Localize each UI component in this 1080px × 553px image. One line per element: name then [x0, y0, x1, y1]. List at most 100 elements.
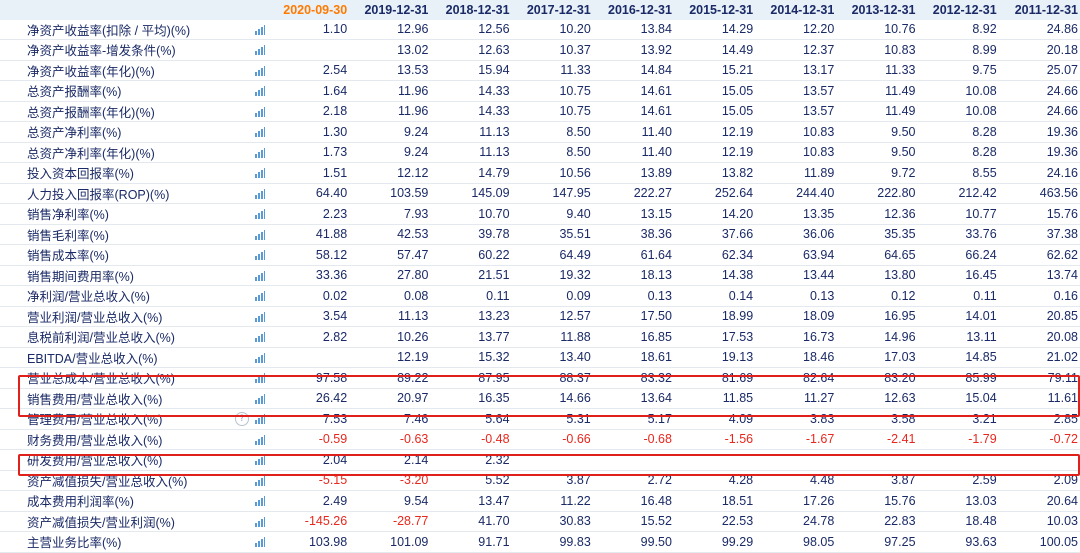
- bar-chart-icon[interactable]: [255, 475, 266, 486]
- row-label: 资产减值损失/营业利润(%): [0, 511, 199, 532]
- row-label: 总资产报酬率(年化)(%): [0, 101, 199, 122]
- value-cell: 13.23: [430, 306, 512, 327]
- bar-chart-icon[interactable]: [255, 291, 266, 302]
- value-cell: 0.09: [511, 285, 593, 307]
- column-header-2020-09-30[interactable]: 2020-09-30: [268, 0, 350, 20]
- column-header-2017-12-31[interactable]: 2017-12-31: [511, 0, 593, 20]
- value-cell: 11.61: [998, 388, 1080, 409]
- bar-chart-icon[interactable]: [255, 496, 266, 507]
- value-cell: -0.66: [511, 429, 593, 450]
- row-chart-cell[interactable]: [198, 531, 269, 553]
- row-label: 总资产净利率(年化)(%): [0, 142, 199, 163]
- column-header-2014-12-31[interactable]: 2014-12-31: [755, 0, 837, 20]
- row-chart-cell[interactable]: [198, 367, 269, 389]
- column-header-2013-12-31[interactable]: 2013-12-31: [836, 0, 918, 20]
- row-chart-cell[interactable]: [198, 39, 269, 61]
- value-cell: 10.83: [755, 142, 837, 163]
- row-chart-cell[interactable]: [198, 60, 269, 81]
- column-header-2011-12-31[interactable]: 2011-12-31: [998, 0, 1080, 20]
- value-cell: 12.20: [755, 19, 837, 40]
- row-chart-cell[interactable]: [198, 511, 269, 532]
- bar-chart-icon[interactable]: [255, 250, 266, 261]
- row-chart-cell[interactable]: [198, 80, 269, 102]
- value-cell: -0.59: [268, 429, 350, 450]
- bar-chart-icon[interactable]: [255, 86, 266, 97]
- row-chart-cell[interactable]: [198, 429, 269, 450]
- bar-chart-icon[interactable]: [255, 393, 266, 404]
- value-cell: 101.09: [349, 531, 431, 553]
- value-cell: 17.26: [755, 490, 837, 512]
- bar-chart-icon[interactable]: [255, 332, 266, 343]
- row-chart-cell[interactable]: ?: [198, 408, 269, 430]
- row-chart-cell[interactable]: [198, 244, 269, 266]
- column-header-2012-12-31[interactable]: 2012-12-31: [917, 0, 999, 20]
- bar-chart-icon[interactable]: [255, 352, 266, 363]
- row-chart-cell[interactable]: [198, 306, 269, 327]
- bar-chart-icon[interactable]: [255, 270, 266, 281]
- value-cell: 12.19: [349, 347, 431, 368]
- table-row: 管理费用/营业总收入(%)? 7.53 7.46 5.64 5.31 5.17 4.09 3.…: [0, 408, 1080, 430]
- value-cell: 2.49: [268, 490, 350, 512]
- value-cell: 11.85: [673, 388, 756, 409]
- value-cell: 17.53: [673, 326, 756, 348]
- value-cell: 7.46: [349, 408, 431, 430]
- value-cell: 64.49: [511, 244, 593, 266]
- value-cell: 82.64: [755, 367, 837, 389]
- value-cell: 0.11: [917, 285, 999, 307]
- bar-chart-icon[interactable]: [255, 24, 266, 35]
- value-cell: 3.54: [268, 306, 350, 327]
- value-cell: 5.31: [511, 408, 593, 430]
- value-cell: 15.32: [430, 347, 512, 368]
- table-row: 营业利润/营业总收入(%) 3.54 11.13 13.23 12.57 17.50 18.…: [0, 306, 1080, 327]
- bar-chart-icon[interactable]: [255, 537, 266, 548]
- bar-chart-icon[interactable]: [255, 434, 266, 445]
- row-chart-cell[interactable]: [198, 142, 269, 163]
- bar-chart-icon[interactable]: [255, 311, 266, 322]
- bar-chart-icon[interactable]: [255, 229, 266, 240]
- row-chart-cell[interactable]: [198, 121, 269, 143]
- bar-chart-icon[interactable]: [255, 373, 266, 384]
- row-chart-cell[interactable]: [198, 388, 269, 409]
- value-cell: 13.89: [592, 162, 674, 184]
- table-row: 净利润/营业总收入(%) 0.02 0.08 0.11 0.09 0.13 0.14 0.13…: [0, 285, 1080, 307]
- value-cell: 13.35: [755, 203, 837, 225]
- value-cell: 7.93: [349, 203, 431, 225]
- value-cell: 11.13: [430, 121, 512, 143]
- row-chart-cell[interactable]: [198, 183, 269, 204]
- table-row: 销售毛利率(%) 41.88 42.53 39.78 35.51 38.36 37.66 36…: [0, 224, 1080, 245]
- bar-chart-icon[interactable]: [255, 65, 266, 76]
- bar-chart-icon[interactable]: [255, 147, 266, 158]
- row-chart-cell[interactable]: [198, 265, 269, 286]
- value-cell: 12.63: [836, 388, 918, 409]
- row-chart-cell[interactable]: [198, 162, 269, 184]
- bar-chart-icon[interactable]: [255, 127, 266, 138]
- column-header-2019-12-31[interactable]: 2019-12-31: [349, 0, 431, 20]
- row-chart-cell[interactable]: [198, 285, 269, 307]
- row-chart-cell[interactable]: [198, 224, 269, 245]
- bar-chart-icon[interactable]: [255, 516, 266, 527]
- column-header-2015-12-31[interactable]: 2015-12-31: [673, 0, 756, 20]
- value-cell: 39.78: [430, 224, 512, 245]
- bar-chart-icon[interactable]: [255, 168, 266, 179]
- bar-chart-icon[interactable]: [255, 209, 266, 220]
- row-chart-cell[interactable]: [198, 101, 269, 122]
- bar-chart-icon[interactable]: [255, 188, 266, 199]
- bar-chart-icon[interactable]: [255, 45, 266, 56]
- bar-chart-icon[interactable]: [255, 455, 266, 466]
- row-chart-cell[interactable]: [198, 326, 269, 348]
- table-row: 销售净利率(%) 2.23 7.93 10.70 9.40 13.15 14.20 13.35…: [0, 203, 1080, 225]
- bar-chart-icon[interactable]: [255, 106, 266, 117]
- row-chart-cell[interactable]: [198, 449, 269, 471]
- column-header-2016-12-31[interactable]: 2016-12-31: [592, 0, 674, 20]
- row-chart-cell[interactable]: [198, 347, 269, 368]
- row-chart-cell[interactable]: [198, 490, 269, 512]
- value-cell: 36.06: [755, 224, 837, 245]
- row-chart-cell[interactable]: [198, 470, 269, 491]
- bar-chart-icon[interactable]: [255, 414, 266, 425]
- row-chart-cell[interactable]: [198, 19, 269, 40]
- row-label: 营业总成本/营业总收入(%): [0, 367, 199, 389]
- help-circle-icon[interactable]: ?: [235, 412, 250, 427]
- value-cell: 0.08: [349, 285, 431, 307]
- row-chart-cell[interactable]: [198, 203, 269, 225]
- column-header-2018-12-31[interactable]: 2018-12-31: [430, 0, 512, 20]
